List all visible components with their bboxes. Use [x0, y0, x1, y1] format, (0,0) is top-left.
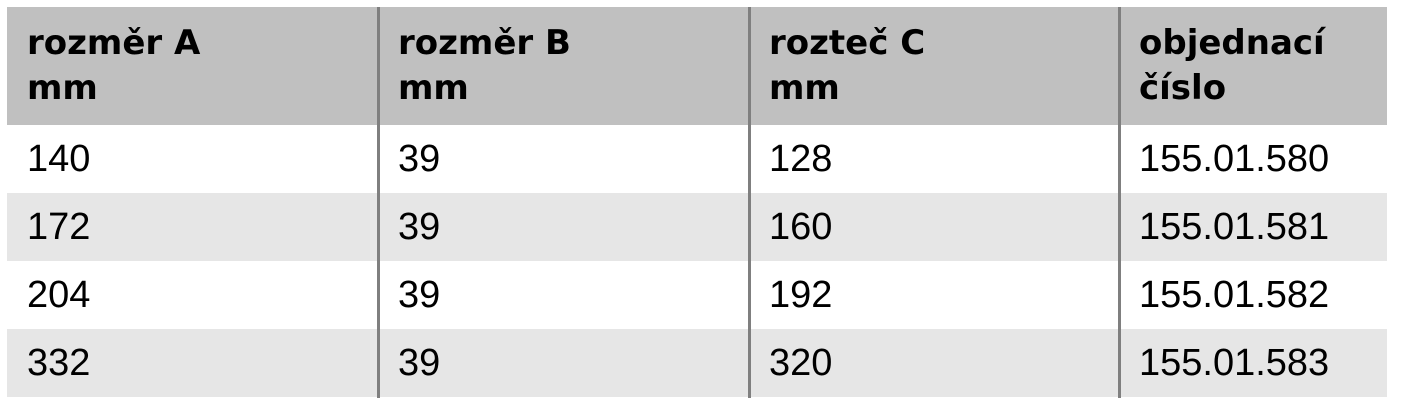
header-line: rozteč C [769, 23, 926, 63]
cell-order-number: 155.01.583 [1139, 342, 1330, 384]
column-divider [377, 7, 380, 398]
cell-c: 160 [769, 206, 833, 248]
header-line: rozměr A [27, 23, 201, 63]
header-cell: objednací číslo [1119, 7, 1387, 125]
table-row: 332 39 320 155.01.583 [7, 329, 1387, 397]
header-cell: rozměr B mm [378, 7, 749, 125]
cell-b: 39 [398, 206, 441, 248]
header-unit: mm [398, 68, 469, 108]
cell-c: 128 [769, 138, 833, 180]
cell-b: 39 [398, 342, 441, 384]
cell-a: 332 [27, 342, 91, 384]
header-row: rozměr A mm rozměr B mm rozteč C mm objedna… [7, 7, 1387, 125]
cell-c: 320 [769, 342, 833, 384]
header-line2: číslo [1139, 68, 1227, 108]
header-unit: mm [769, 68, 840, 108]
table-row: 140 39 128 155.01.580 [7, 125, 1387, 193]
header-cell: rozteč C mm [749, 7, 1119, 125]
cell-a: 204 [27, 274, 91, 316]
cell-a: 172 [27, 206, 91, 248]
column-divider [1118, 7, 1121, 398]
header-cell: rozměr A mm [7, 7, 378, 125]
cell-order-number: 155.01.581 [1139, 206, 1330, 248]
header-line: objednací [1139, 23, 1325, 63]
table-row: 172 39 160 155.01.581 [7, 193, 1387, 261]
cell-b: 39 [398, 274, 441, 316]
cell-a: 140 [27, 138, 91, 180]
cell-b: 39 [398, 138, 441, 180]
table-row: 204 39 192 155.01.582 [7, 261, 1387, 329]
cell-c: 192 [769, 274, 833, 316]
cell-order-number: 155.01.582 [1139, 274, 1330, 316]
column-divider [748, 7, 751, 398]
cell-order-number: 155.01.580 [1139, 138, 1330, 180]
dimensions-table: rozměr A mm rozměr B mm rozteč C mm objedna… [7, 7, 1387, 397]
header-line: rozměr B [398, 23, 571, 63]
header-unit: mm [27, 68, 98, 108]
